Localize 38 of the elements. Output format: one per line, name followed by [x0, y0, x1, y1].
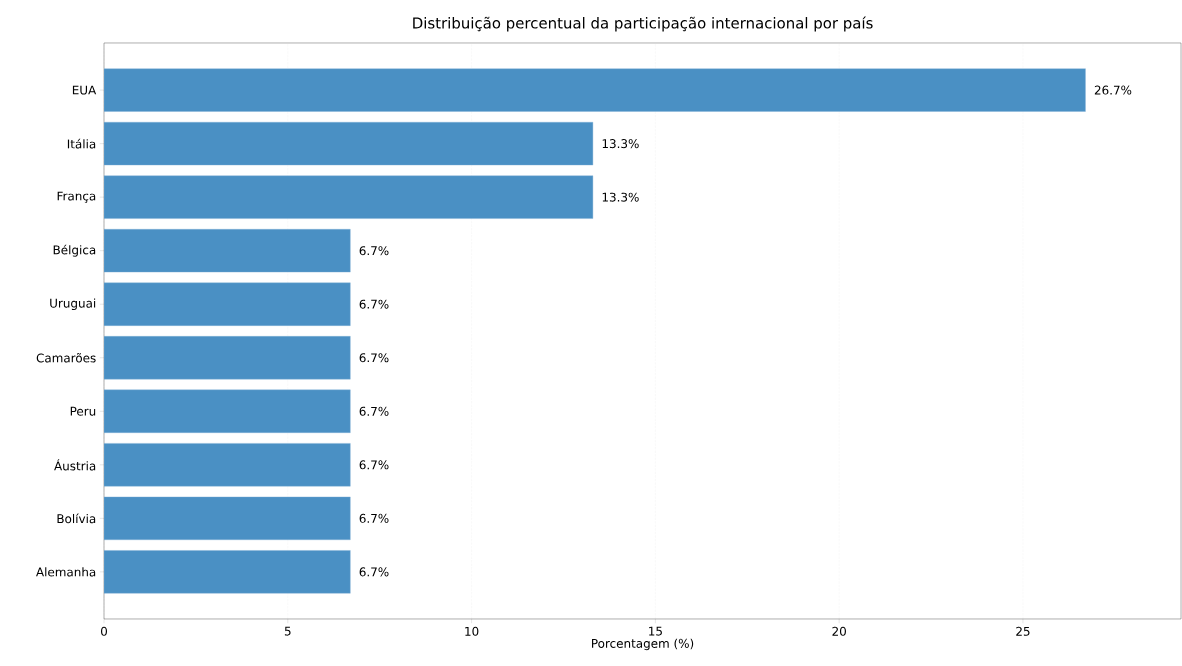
x-axis-title: Porcentagem (%)	[592, 638, 694, 651]
x-tick-label: 20	[832, 626, 846, 636]
bar	[104, 122, 594, 166]
data-label: 13.3%	[602, 192, 639, 202]
data-label: 6.7%	[359, 460, 389, 470]
bar	[104, 68, 1086, 112]
x-tick-label: 10	[465, 626, 479, 636]
y-tick-label: França	[57, 191, 96, 203]
data-label: 13.3%	[602, 139, 639, 149]
bar	[104, 229, 351, 273]
bar	[104, 550, 351, 594]
y-tick-label: Camarões	[36, 353, 96, 363]
data-label: 6.7%	[359, 513, 389, 523]
bar	[104, 282, 351, 326]
y-tick-label: Uruguai	[50, 298, 96, 310]
data-label: 6.7%	[359, 299, 389, 309]
x-tick-label: 5	[284, 626, 291, 636]
y-tick-label: Áustria	[54, 459, 96, 471]
y-tick-label: Bélgica	[53, 244, 96, 257]
bar	[104, 496, 351, 540]
y-tick-label: EUA	[72, 85, 97, 95]
y-tick-label: Itália	[67, 138, 96, 149]
x-tick-label: 0	[100, 626, 108, 636]
y-tick-label: Alemanha	[36, 567, 96, 577]
data-label: 26.7%	[1094, 85, 1132, 95]
bar	[104, 336, 351, 380]
x-tick-label: 25	[1016, 626, 1030, 636]
bar	[104, 389, 351, 433]
bar	[104, 443, 351, 487]
x-tick-label: 15	[649, 626, 662, 636]
data-label: 6.7%	[359, 246, 389, 256]
chart-title: Distribuição percentual da participação internacional por país	[413, 16, 873, 32]
data-label: 6.7%	[359, 406, 389, 416]
bar	[104, 175, 594, 219]
y-tick-label: Bolívia	[57, 513, 96, 524]
data-label: 6.7%	[359, 353, 389, 363]
data-label: 6.7%	[359, 567, 389, 577]
y-tick-label: Peru	[70, 406, 96, 416]
